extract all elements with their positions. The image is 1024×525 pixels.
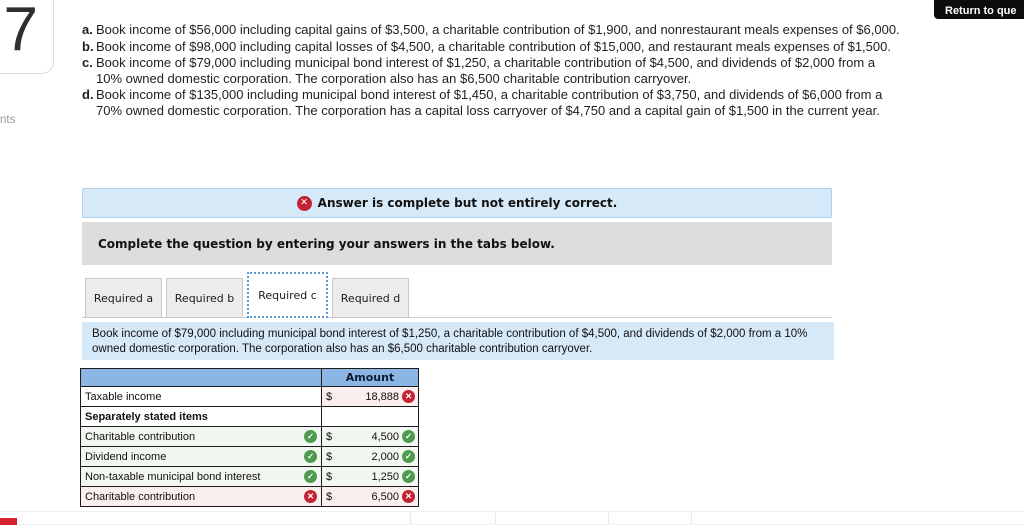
tab-bar: Required a Required b Required c Require… <box>85 272 413 318</box>
check-circle-icon: ✓ <box>402 430 415 443</box>
amount-value: 6,500 <box>371 490 399 503</box>
row-label: Charitable contribution <box>85 490 196 503</box>
row-label: Non-taxable municipal bond interest <box>85 470 261 483</box>
table-row-dividend-income: Dividend income ✓ $ 2,000 ✓ <box>80 446 419 467</box>
row-label: Taxable income <box>85 390 162 403</box>
points-label-partial: nts <box>0 114 16 126</box>
item-marker: a. <box>82 22 93 37</box>
partial-table-border <box>691 513 692 525</box>
table-header-row: Amount <box>80 368 419 387</box>
tab-required-a[interactable]: Required a <box>85 278 162 318</box>
item-marker: c. <box>82 55 93 71</box>
tabs-baseline <box>82 317 832 318</box>
blank-header-cell <box>80 368 322 387</box>
amount-value: 18,888 <box>365 390 399 403</box>
item-marker: d. <box>82 87 94 103</box>
instruction-box: Complete the question by entering your a… <box>82 222 832 265</box>
x-circle-icon: ✕ <box>304 490 317 503</box>
row-label: Dividend income <box>85 450 167 463</box>
item-text: Book income of $56,000 including capital… <box>96 22 900 37</box>
panel-text: Book income of $79,000 including municip… <box>92 328 808 355</box>
check-circle-icon: ✓ <box>304 470 317 483</box>
list-item-a: a. Book income of $56,000 including capi… <box>82 22 904 38</box>
table-row-taxable-income: Taxable income $ 18,888 ✕ <box>80 386 419 407</box>
row-label: Charitable contribution <box>85 430 196 443</box>
row-label: Separately stated items <box>85 410 208 423</box>
list-item-d: d. Book income of $135,000 including mun… <box>82 87 904 118</box>
amount-value: 2,000 <box>371 450 399 463</box>
table-row-charitable-contribution-2: Charitable contribution ✕ $ 6,500 ✕ <box>80 486 419 507</box>
x-circle-icon: ✕ <box>402 390 415 403</box>
tab-required-b[interactable]: Required b <box>166 278 243 318</box>
question-number: 7 <box>3 0 39 64</box>
currency-symbol: $ <box>326 390 333 403</box>
answers-table: Amount Taxable income $ 18,888 ✕ Separat… <box>80 368 419 507</box>
list-item-c: c. Book income of $79,000 including muni… <box>82 55 904 86</box>
x-circle-icon: ✕ <box>296 195 312 211</box>
amount-value: 1,250 <box>371 470 399 483</box>
problem-statement: a. Book income of $56,000 including capi… <box>82 22 904 120</box>
item-text: Book income of $98,000 including capital… <box>96 38 891 54</box>
amount-cell[interactable]: $ 18,888 ✕ <box>321 386 419 407</box>
status-banner: ✕ Answer is complete but not entirely co… <box>82 188 832 218</box>
currency-symbol: $ <box>326 450 333 463</box>
tab-required-d[interactable]: Required d <box>332 278 409 318</box>
question-number-card: 7 <box>0 0 54 74</box>
partial-table-border <box>495 513 496 525</box>
amount-cell[interactable]: $ 4,500 ✓ <box>321 426 419 447</box>
check-circle-icon: ✓ <box>402 470 415 483</box>
instruction-text: Complete the question by entering your a… <box>98 236 555 251</box>
check-circle-icon: ✓ <box>304 450 317 463</box>
tab-required-c[interactable]: Required c <box>247 272 328 318</box>
check-circle-icon: ✓ <box>402 450 415 463</box>
partial-table-border <box>608 513 609 525</box>
item-text: Book income of $135,000 including munici… <box>96 87 883 118</box>
amount-value: 4,500 <box>371 430 399 443</box>
amount-cell[interactable]: $ 2,000 ✓ <box>321 446 419 467</box>
amount-cell[interactable]: $ 1,250 ✓ <box>321 466 419 487</box>
table-row-charitable-contribution: Charitable contribution ✓ $ 4,500 ✓ <box>80 426 419 447</box>
partial-divider-line <box>0 511 1024 512</box>
return-to-question-button[interactable]: Return to que <box>934 0 1024 19</box>
table-row-municipal-bond-interest: Non-taxable municipal bond interest ✓ $ … <box>80 466 419 487</box>
item-text: Book income of $79,000 including municip… <box>96 55 876 86</box>
amount-cell[interactable]: $ 6,500 ✕ <box>321 486 419 507</box>
partial-table-border <box>410 513 411 525</box>
check-circle-icon: ✓ <box>304 430 317 443</box>
item-marker: b. <box>82 38 94 54</box>
amount-cell <box>321 406 419 427</box>
list-item-b: b. Book income of $98,000 including capi… <box>82 39 904 55</box>
x-circle-icon: ✕ <box>402 490 415 503</box>
amount-header: Amount <box>321 368 419 387</box>
table-row-separately-stated: Separately stated items <box>80 406 419 427</box>
currency-symbol: $ <box>326 490 333 503</box>
currency-symbol: $ <box>326 430 333 443</box>
question-panel: Book income of $79,000 including municip… <box>82 322 834 360</box>
currency-symbol: $ <box>326 470 333 483</box>
status-text: Answer is complete but not entirely corr… <box>317 196 618 210</box>
partial-red-element <box>0 518 17 525</box>
